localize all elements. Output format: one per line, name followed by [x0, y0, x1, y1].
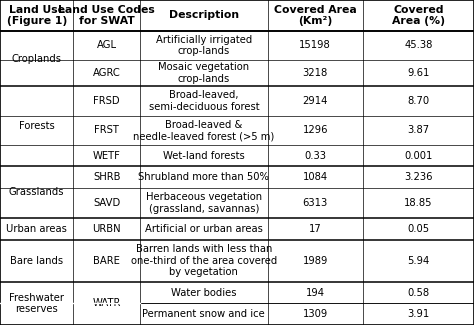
- Text: 2914: 2914: [302, 96, 328, 106]
- Text: 17: 17: [309, 224, 321, 234]
- Text: Permanent snow and ice: Permanent snow and ice: [143, 309, 265, 319]
- Text: AGRC: AGRC: [93, 68, 120, 78]
- Text: SHRB: SHRB: [93, 172, 120, 182]
- Text: 6313: 6313: [302, 198, 328, 208]
- Text: 0.05: 0.05: [407, 224, 429, 234]
- Text: Covered Area
(Km²): Covered Area (Km²): [274, 5, 356, 26]
- Text: SAVD: SAVD: [93, 198, 120, 208]
- Text: 3.91: 3.91: [407, 309, 429, 319]
- Text: 3.87: 3.87: [407, 125, 429, 136]
- Text: Urban areas: Urban areas: [6, 224, 67, 234]
- Text: 1084: 1084: [302, 172, 328, 182]
- Text: 3218: 3218: [302, 68, 328, 78]
- Text: URBN: URBN: [92, 224, 121, 234]
- Text: WATR: WATR: [92, 298, 121, 308]
- Text: Mosaic vegetation
crop-lands: Mosaic vegetation crop-lands: [158, 62, 249, 84]
- Text: Wet-land forests: Wet-land forests: [163, 150, 245, 161]
- Text: Broad-leaved,
semi-deciduous forest: Broad-leaved, semi-deciduous forest: [148, 90, 259, 112]
- Text: Artificial or urban areas: Artificial or urban areas: [145, 224, 263, 234]
- Text: AGL: AGL: [97, 40, 117, 50]
- Text: Shrubland more than 50%: Shrubland more than 50%: [138, 172, 269, 182]
- Text: Broad-leaved &
needle-leaved forest (>5 m): Broad-leaved & needle-leaved forest (>5 …: [133, 120, 274, 141]
- Text: Barren lands with less than
one-third of the area covered
by vegetation: Barren lands with less than one-third of…: [131, 244, 277, 278]
- Text: 45.38: 45.38: [404, 40, 432, 50]
- Text: 0.58: 0.58: [407, 288, 429, 298]
- Text: FRST: FRST: [94, 125, 119, 136]
- Text: Land Use Codes
for SWAT: Land Use Codes for SWAT: [58, 5, 155, 26]
- Text: Bare lands: Bare lands: [10, 256, 64, 266]
- Text: Covered
Area (%): Covered Area (%): [392, 5, 445, 26]
- Text: WETF: WETF: [93, 150, 120, 161]
- Text: 18.85: 18.85: [404, 198, 433, 208]
- Text: Artificially irrigated
crop-lands: Artificially irrigated crop-lands: [155, 34, 252, 56]
- Text: 8.70: 8.70: [407, 96, 429, 106]
- Text: Croplands: Croplands: [12, 54, 62, 64]
- Text: Herbaceous vegetation
(grassland, savannas): Herbaceous vegetation (grassland, savann…: [146, 192, 262, 214]
- Text: 1309: 1309: [302, 309, 328, 319]
- Text: 1989: 1989: [302, 256, 328, 266]
- Text: Water bodies: Water bodies: [171, 288, 237, 298]
- Text: 15198: 15198: [300, 40, 331, 50]
- Text: FRSD: FRSD: [93, 96, 120, 106]
- Text: 3.236: 3.236: [404, 172, 433, 182]
- Text: Forests: Forests: [19, 121, 55, 131]
- Text: Description: Description: [169, 10, 239, 20]
- Text: 1296: 1296: [302, 125, 328, 136]
- Text: Land Use
(Figure 1): Land Use (Figure 1): [7, 5, 67, 26]
- Text: 0.33: 0.33: [304, 150, 326, 161]
- Text: 194: 194: [306, 288, 325, 298]
- Text: BARE: BARE: [93, 256, 120, 266]
- Text: 5.94: 5.94: [407, 256, 429, 266]
- Text: 9.61: 9.61: [407, 68, 429, 78]
- Text: Grasslands: Grasslands: [9, 187, 64, 197]
- Text: Freshwater
reserves: Freshwater reserves: [9, 292, 64, 314]
- Text: 0.001: 0.001: [404, 150, 432, 161]
